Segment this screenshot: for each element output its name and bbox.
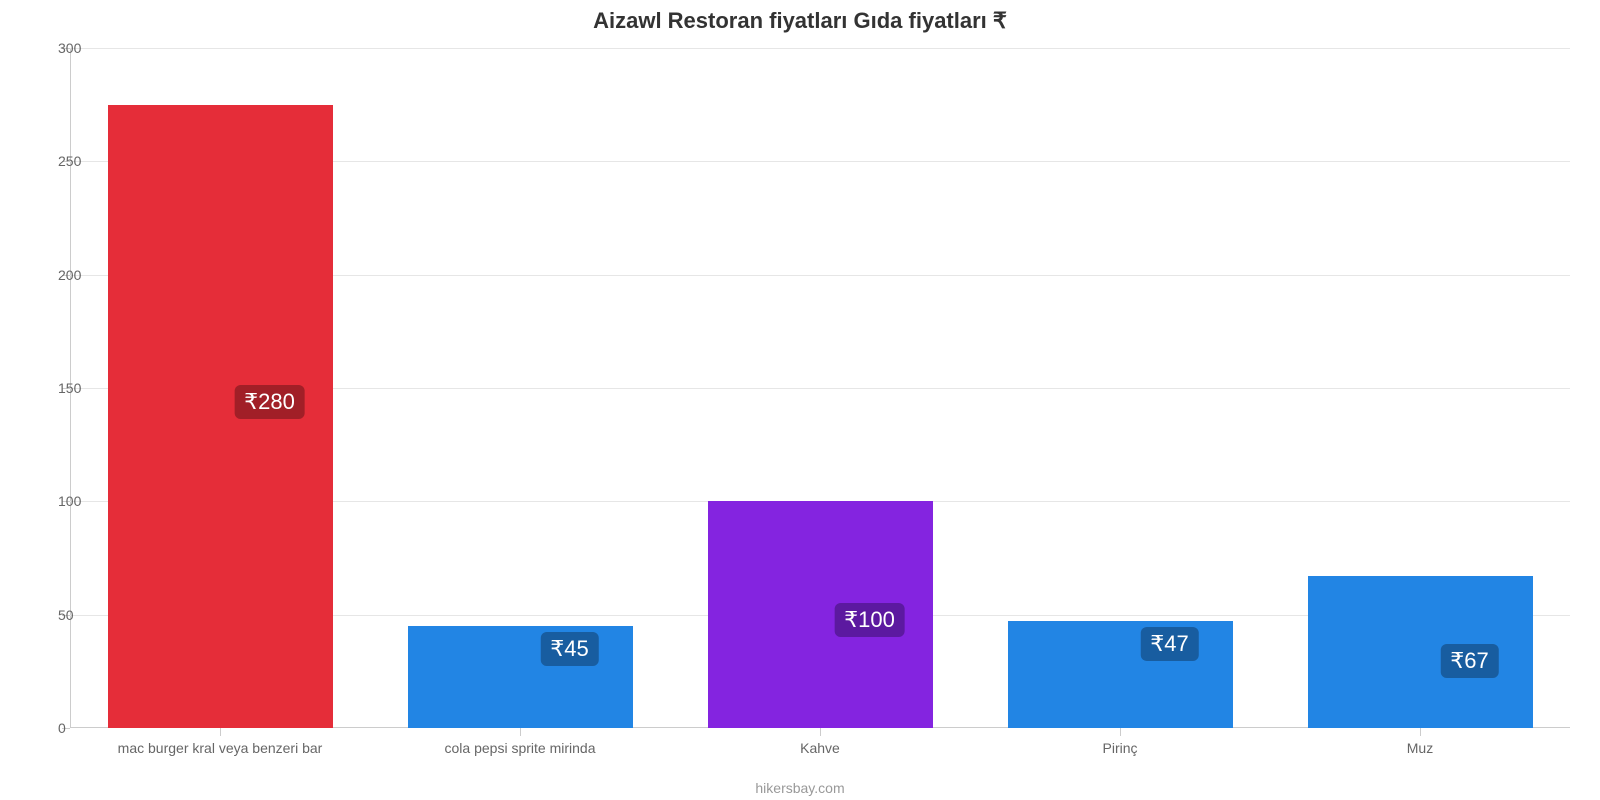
- x-tick: [520, 728, 521, 736]
- category-label: cola pepsi sprite mirinda: [445, 740, 596, 756]
- data-label: ₹45: [540, 632, 598, 666]
- chart-title: Aizawl Restoran fiyatları Gıda fiyatları…: [0, 8, 1600, 34]
- x-tick: [1420, 728, 1421, 736]
- data-label: ₹67: [1440, 644, 1498, 678]
- bar: [1308, 576, 1533, 728]
- price-chart: Aizawl Restoran fiyatları Gıda fiyatları…: [0, 0, 1600, 800]
- bar: [1008, 621, 1233, 728]
- gridline: [70, 48, 1570, 49]
- x-tick: [820, 728, 821, 736]
- plot-area: 050100150200250300mac burger kral veya b…: [70, 48, 1570, 728]
- category-label: mac burger kral veya benzeri bar: [118, 740, 323, 756]
- category-label: Pirinç: [1102, 740, 1137, 756]
- data-label: ₹100: [834, 603, 905, 637]
- credit-text: hikersbay.com: [0, 780, 1600, 796]
- category-label: Kahve: [800, 740, 840, 756]
- category-label: Muz: [1407, 740, 1433, 756]
- data-label: ₹47: [1140, 627, 1198, 661]
- x-tick: [1120, 728, 1121, 736]
- x-tick: [220, 728, 221, 736]
- data-label: ₹280: [234, 385, 305, 419]
- bar: [408, 626, 633, 728]
